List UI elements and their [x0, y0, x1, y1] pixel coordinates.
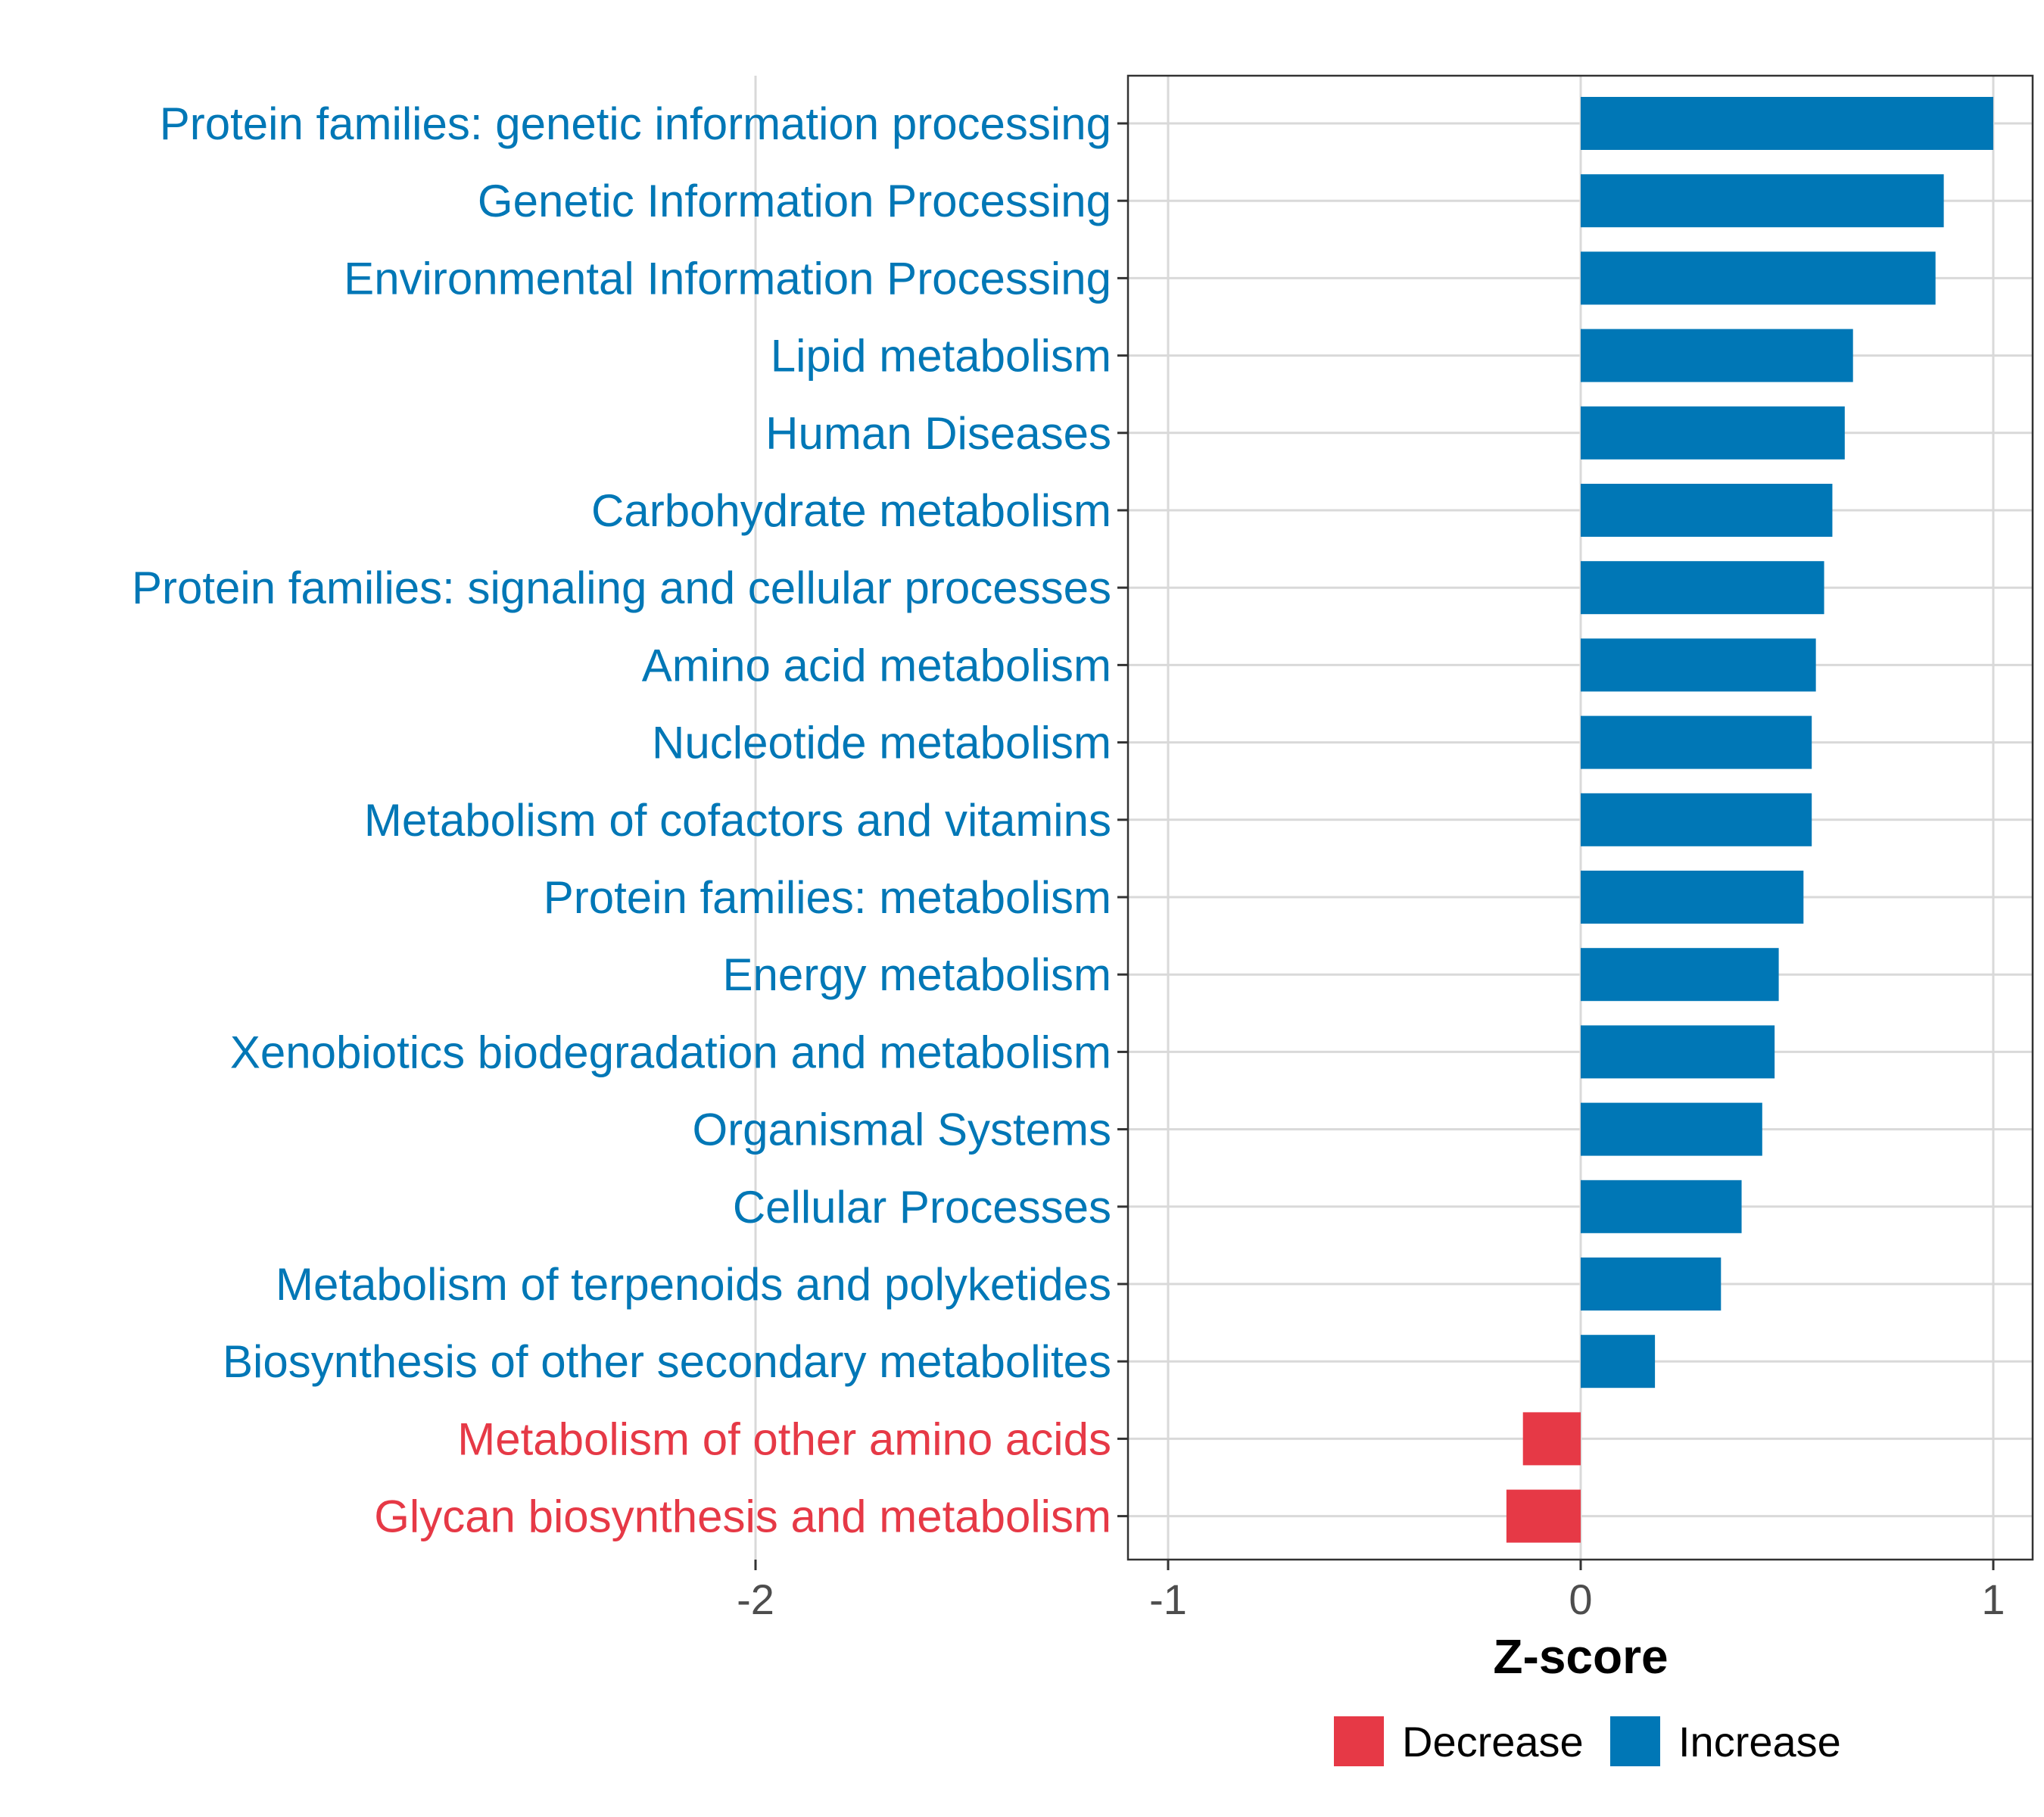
x-axis-ticks: [754, 1560, 1995, 1570]
category-label-6: Protein families: signaling and cellular…: [132, 563, 1111, 613]
category-label-8: Nucleotide metabolism: [652, 718, 1111, 768]
bar-18: [1506, 1489, 1581, 1543]
bar-2: [1581, 251, 1936, 305]
category-label-18: Glycan biosynthesis and metabolism: [374, 1491, 1111, 1542]
x-tick-label-3: 1: [1981, 1575, 2005, 1623]
x-axis-tick-labels: -2-1012: [737, 1575, 2005, 1623]
category-label-10: Protein families: metabolism: [544, 872, 1111, 923]
bar-7: [1581, 638, 1816, 692]
category-label-17: Metabolism of other amino acids: [457, 1413, 1111, 1464]
category-label-5: Carbohydrate metabolism: [591, 485, 1111, 536]
legend-label-increase: Increase: [1678, 1718, 1841, 1766]
legend-label-decrease: Decrease: [1402, 1718, 1584, 1766]
bar-4: [1581, 406, 1845, 460]
category-label-9: Metabolism of cofactors and vitamins: [364, 795, 1111, 846]
bar-5: [1581, 484, 1833, 537]
category-label-16: Biosynthesis of other secondary metaboli…: [223, 1336, 1111, 1387]
category-label-14: Cellular Processes: [733, 1182, 1111, 1233]
bar-3: [1581, 329, 1853, 382]
bar-14: [1581, 1180, 1742, 1233]
x-tick-label-2: 0: [1569, 1575, 1592, 1623]
legend-swatch-decrease: [1334, 1716, 1384, 1766]
category-label-11: Energy metabolism: [722, 949, 1111, 1000]
category-label-7: Amino acid metabolism: [642, 640, 1111, 690]
category-label-12: Xenobiotics biodegradation and metabolis…: [230, 1027, 1111, 1077]
bar-8: [1581, 715, 1812, 769]
bar-15: [1581, 1258, 1722, 1311]
legend-swatch-increase: [1610, 1716, 1660, 1766]
category-label-2: Environmental Information Processing: [344, 253, 1111, 304]
category-label-3: Lipid metabolism: [771, 331, 1111, 382]
category-label-0: Protein families: genetic information pr…: [160, 98, 1111, 149]
x-axis-title: Z-score: [1493, 1629, 1668, 1684]
y-axis-ticks: [1117, 122, 1128, 1518]
x-tick-label-1: -1: [1149, 1575, 1187, 1623]
bar-13: [1581, 1102, 1762, 1156]
category-label-15: Metabolism of terpenoids and polyketides: [276, 1259, 1111, 1310]
category-label-1: Genetic Information Processing: [478, 176, 1111, 226]
y-axis-category-labels: Protein families: genetic information pr…: [132, 98, 1111, 1542]
x-tick-label-0: -2: [737, 1575, 774, 1623]
bar-12: [1581, 1025, 1775, 1079]
bar-10: [1581, 871, 1804, 924]
bar-11: [1581, 948, 1779, 1002]
bar-1: [1581, 174, 1944, 228]
bars: [1506, 97, 1993, 1543]
category-label-4: Human Diseases: [765, 408, 1111, 459]
bar-0: [1581, 97, 1993, 150]
bar-6: [1581, 561, 1824, 615]
bar-9: [1581, 793, 1812, 846]
bar-17: [1522, 1412, 1581, 1466]
category-label-13: Organismal Systems: [693, 1105, 1111, 1155]
legend: Decrease Increase: [1334, 1716, 1841, 1766]
bar-16: [1581, 1335, 1656, 1388]
